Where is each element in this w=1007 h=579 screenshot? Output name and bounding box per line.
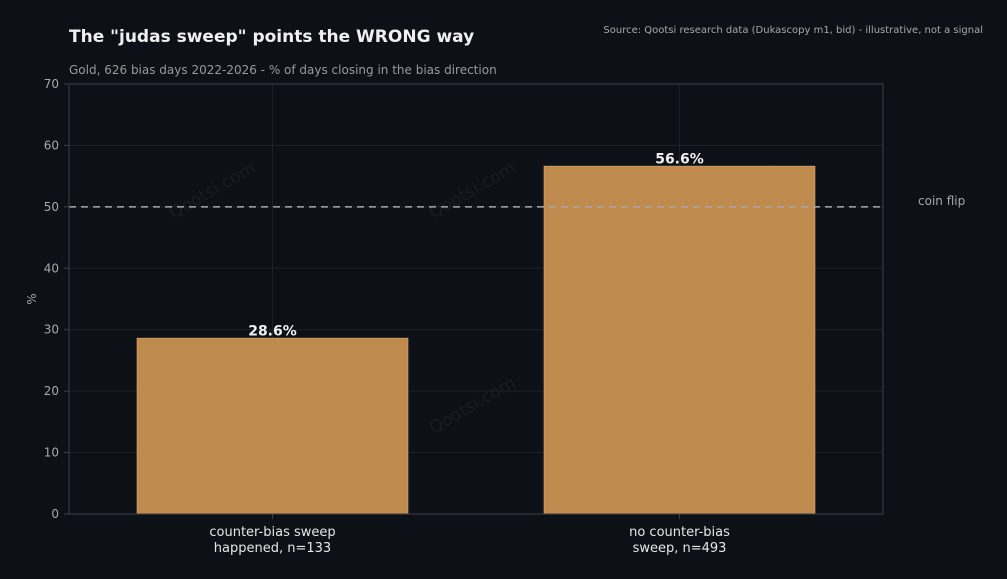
x-tick-label: sweep, n=493 xyxy=(633,541,727,556)
reference-line-layer: coin flip xyxy=(69,194,965,208)
x-tick-label: counter-bias sweep xyxy=(209,525,335,540)
y-tick-label: 50 xyxy=(44,200,59,214)
data-label: 56.6% xyxy=(655,151,704,167)
axes-layer: 0 10 20 30 40 50 60 70 counter-bias sweephappene… xyxy=(44,77,884,556)
y-axis-label: % xyxy=(25,293,39,304)
y-tick-label: 20 xyxy=(44,384,59,398)
reference-line-label: coin flip xyxy=(918,194,965,208)
y-tick-label: 40 xyxy=(44,261,59,275)
y-tick-label: 0 xyxy=(51,507,59,521)
x-tick-label: no counter-bias xyxy=(629,525,730,540)
chart-subtitle: Gold, 626 bias days 2022-2026 - % of day… xyxy=(69,63,497,77)
bars-layer xyxy=(136,165,816,515)
x-tick-label: happened, n=133 xyxy=(214,541,331,556)
chart-source: Source: Qootsi research data (Dukascopy … xyxy=(603,25,983,36)
plot-frame xyxy=(68,83,884,515)
y-tick-label: 30 xyxy=(44,323,59,337)
y-tick-label: 60 xyxy=(44,138,59,152)
data-label: 28.6% xyxy=(248,323,297,339)
chart-title: The "judas sweep" points the WRONG way xyxy=(69,27,474,47)
y-tick-label: 10 xyxy=(44,446,59,460)
bar xyxy=(136,337,409,515)
y-tick-label: 70 xyxy=(44,77,59,91)
bar xyxy=(543,165,816,515)
labels-layer: 28.6% 56.6% xyxy=(248,151,704,339)
